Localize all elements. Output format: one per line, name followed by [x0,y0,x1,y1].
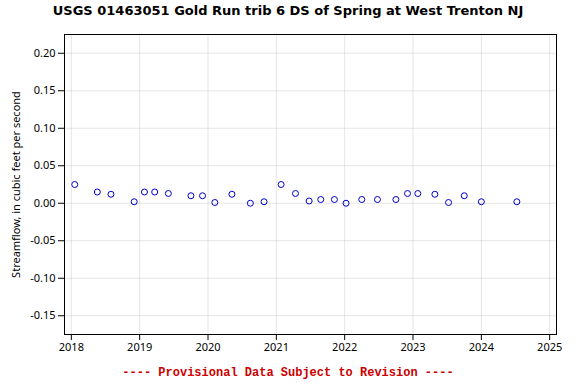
svg-text:2020: 2020 [195,339,220,354]
svg-text:2019: 2019 [127,339,152,354]
svg-text:2023: 2023 [400,339,425,354]
svg-text:0.10: 0.10 [34,120,56,135]
svg-text:Streamflow, in cubic feet per: Streamflow, in cubic feet per second [8,91,23,278]
svg-text:0.00: 0.00 [34,195,56,210]
svg-text:0.15: 0.15 [34,82,56,97]
svg-text:0.20: 0.20 [34,45,56,60]
svg-text:2018: 2018 [59,339,84,354]
html-text:USGS 01463051 Gold Run trib 6: USGS 01463051 Gold Run trib 6 DS of Spri… [52,3,524,18]
svg-text:0.05: 0.05 [34,157,56,172]
svg-text:-0.10: -0.10 [30,270,55,285]
html-text:---- Provisional Data Subject: ---- Provisional Data Subject to Revisio… [122,366,454,380]
svg-text:2022: 2022 [332,339,357,354]
svg-text:2025: 2025 [537,339,562,354]
svg-text:2024: 2024 [469,339,495,354]
svg-text:-0.15: -0.15 [30,307,55,322]
svg-text:2021: 2021 [264,339,289,354]
svg-text:-0.05: -0.05 [30,232,55,247]
